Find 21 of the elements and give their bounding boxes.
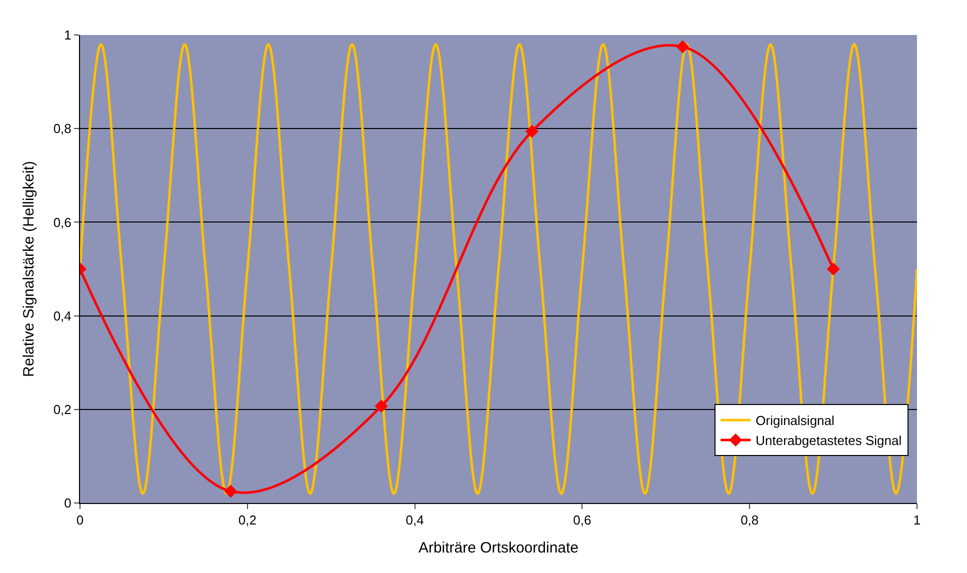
y-tick-label: 0,4 [53, 308, 72, 324]
y-tick-label: 1 [64, 28, 72, 43]
x-tick-label: 1 [913, 512, 921, 528]
y-tick-label: 0 [64, 496, 72, 511]
x-tick-label: 0 [76, 512, 84, 528]
y-tick-label: 0,6 [53, 214, 72, 230]
x-axis-title: Arbiträre Ortskoordinate [418, 540, 579, 557]
y-axis-title: Relative Signalstärke (Helligkeit) [20, 161, 38, 377]
point [374, 400, 388, 413]
x-tick-label: 0,8 [740, 512, 759, 528]
point [676, 40, 690, 54]
x-tick-label: 0,4 [406, 512, 424, 528]
y-tick-label: 0,8 [53, 121, 72, 136]
point [224, 484, 238, 498]
x-tick-label: 0,6 [573, 512, 592, 528]
point [525, 124, 538, 138]
legend-label: Originalsignal [756, 413, 835, 428]
legend-label: Unterabgetastetes Signal [756, 433, 902, 448]
point [826, 262, 840, 276]
x-tick-label: 0,2 [238, 512, 256, 528]
y-tick-label: 0,2 [53, 402, 72, 417]
